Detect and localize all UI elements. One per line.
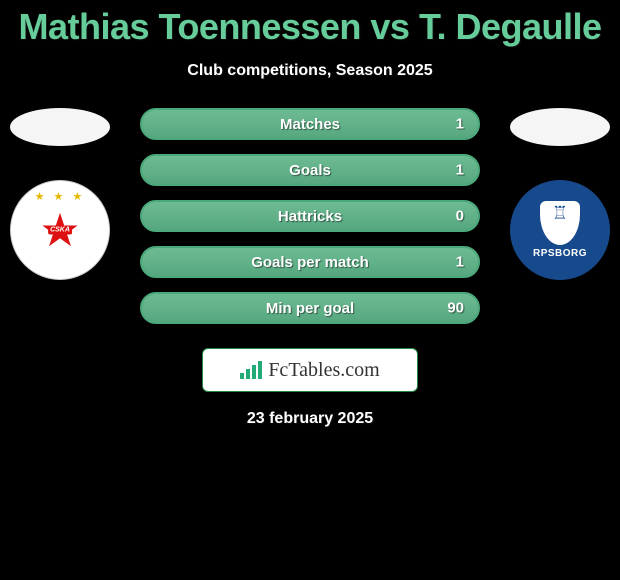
timestamp: 23 february 2025 bbox=[0, 410, 620, 428]
fctables-text: FcTables.com bbox=[268, 359, 379, 382]
player-right-face-placeholder bbox=[510, 108, 610, 146]
fctables-logo[interactable]: FcTables.com bbox=[202, 348, 418, 392]
stat-row-min-per-goal: Min per goal 90 bbox=[140, 292, 480, 324]
stat-rows: Matches 1 Goals 1 Hattricks 0 Goals per … bbox=[140, 108, 480, 324]
stat-row-goals-per-match: Goals per match 1 bbox=[140, 246, 480, 278]
page-title: Mathias Toennessen vs T. Degaulle bbox=[0, 0, 620, 48]
stat-value: 1 bbox=[456, 254, 464, 271]
stat-label: Matches bbox=[280, 116, 340, 133]
castle-icon: ♖ bbox=[552, 203, 568, 224]
page-subtitle: Club competitions, Season 2025 bbox=[0, 62, 620, 80]
stat-label: Min per goal bbox=[266, 300, 354, 317]
club-crest-right: ♖ RPSBORG bbox=[510, 180, 610, 280]
crest-right-text: RPSBORG bbox=[533, 248, 587, 259]
player-left-slot: ★ ★ ★ ★ CSKA bbox=[10, 108, 110, 280]
bars-icon bbox=[240, 361, 262, 379]
player-left-face-placeholder bbox=[10, 108, 110, 146]
stat-row-matches: Matches 1 bbox=[140, 108, 480, 140]
crest-left-text: CSKA bbox=[48, 226, 72, 235]
comparison-area: ★ ★ ★ ★ CSKA ♖ RPSBORG Matches 1 Goals 1… bbox=[0, 108, 620, 324]
stat-label: Goals per match bbox=[251, 254, 369, 271]
stat-label: Goals bbox=[289, 162, 331, 179]
stat-label: Hattricks bbox=[278, 208, 342, 225]
player-right-slot: ♖ RPSBORG bbox=[510, 108, 610, 280]
club-crest-left: ★ ★ ★ ★ CSKA bbox=[10, 180, 110, 280]
stat-row-goals: Goals 1 bbox=[140, 154, 480, 186]
stat-value: 0 bbox=[456, 208, 464, 225]
stat-value: 90 bbox=[447, 300, 464, 317]
stat-row-hattricks: Hattricks 0 bbox=[140, 200, 480, 232]
crest-right-shield: ♖ bbox=[540, 201, 580, 245]
stat-value: 1 bbox=[456, 162, 464, 179]
stat-value: 1 bbox=[456, 116, 464, 133]
